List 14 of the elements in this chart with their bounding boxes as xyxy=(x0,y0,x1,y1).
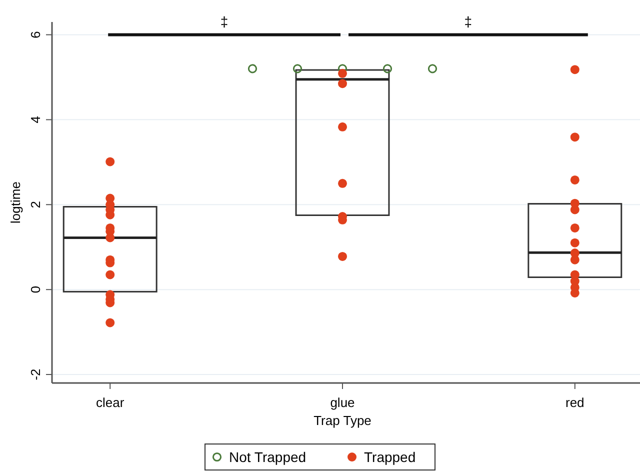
y-axis-title: logtime xyxy=(8,182,23,224)
x-tick-label: red xyxy=(566,395,584,410)
legend-label: Trapped xyxy=(364,449,416,465)
x-tick-label: clear xyxy=(96,395,125,410)
x-tick-label: glue xyxy=(330,395,355,410)
x-axis-title: Trap Type xyxy=(314,413,372,428)
annotation: ‡ xyxy=(220,14,228,30)
annotation: ‡ xyxy=(464,14,472,30)
y-tick-label: 4 xyxy=(28,116,43,124)
y-tick-label: 2 xyxy=(28,201,43,208)
y-tick-label: 0 xyxy=(28,286,43,294)
y-tick-label: -2 xyxy=(28,368,43,380)
y-tick-label: 6 xyxy=(28,31,43,38)
legend-label: Not Trapped xyxy=(229,449,306,465)
